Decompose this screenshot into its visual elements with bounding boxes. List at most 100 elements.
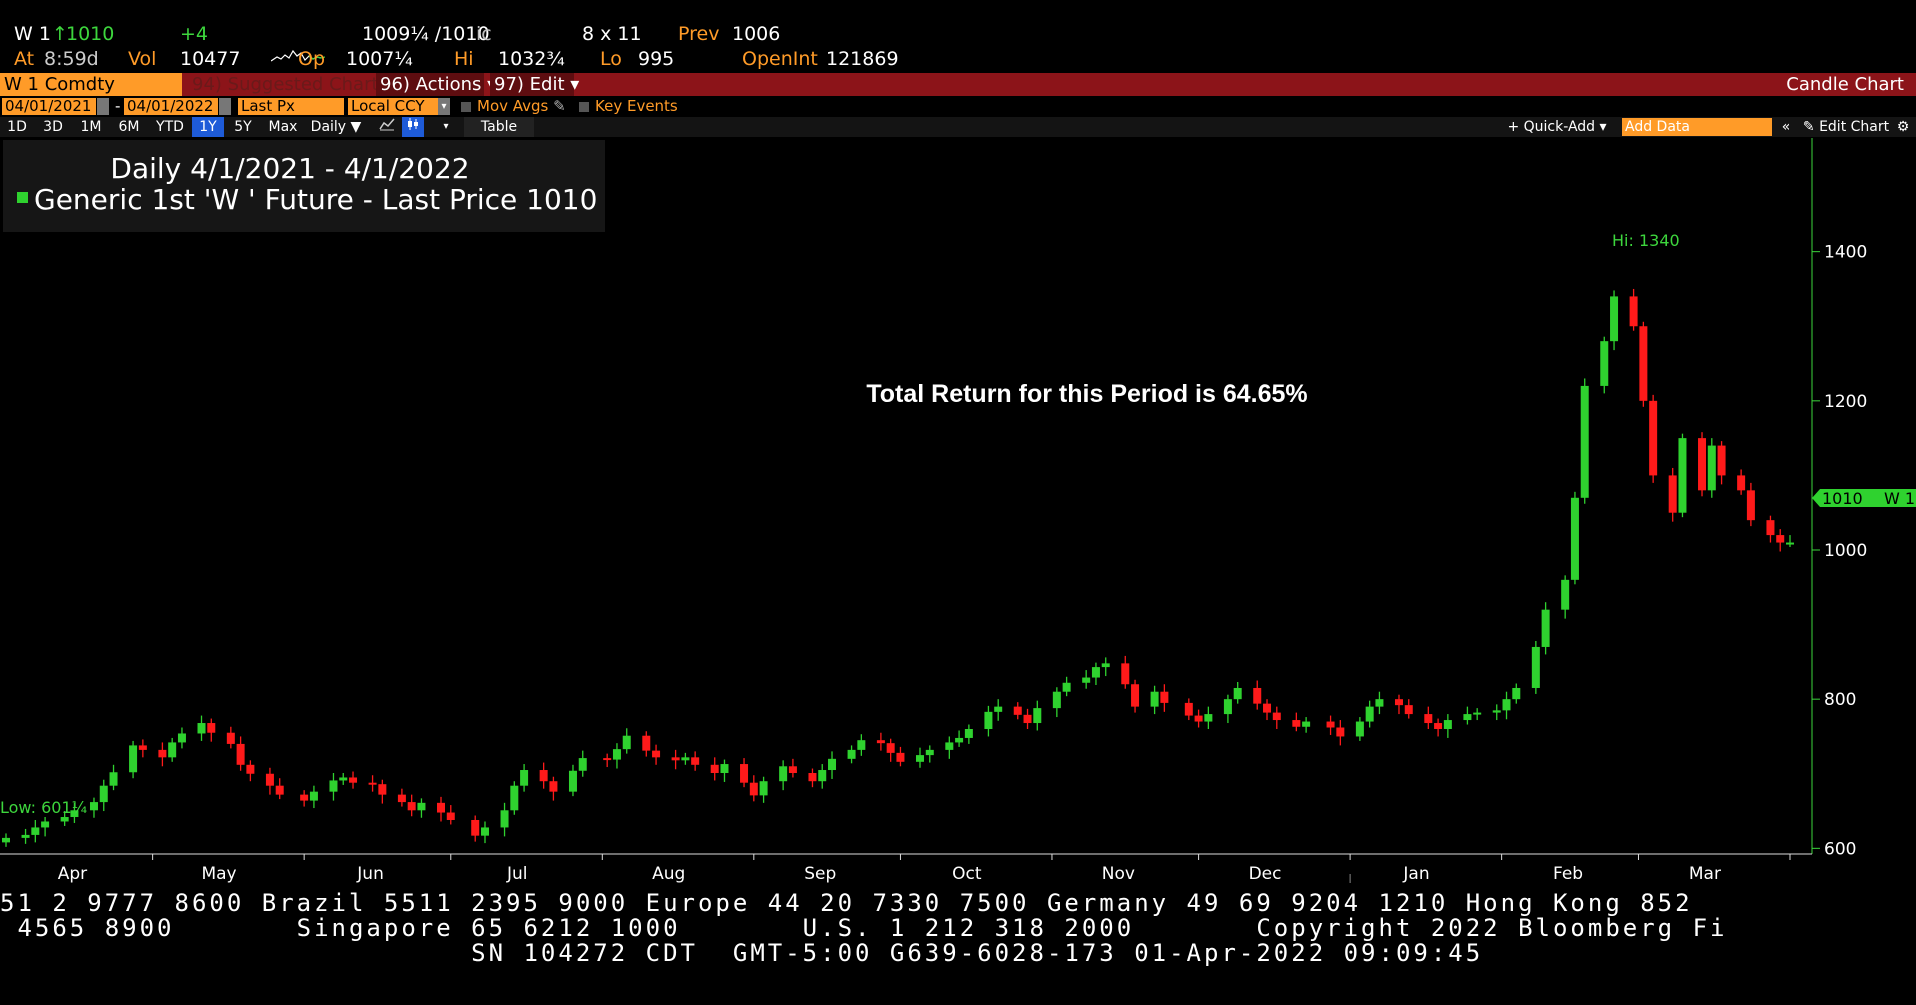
candle-body xyxy=(828,758,837,771)
candle-body xyxy=(710,764,719,774)
candle-body xyxy=(1512,687,1521,700)
frequency-select[interactable]: Daily ▼ xyxy=(310,119,362,135)
candle-body xyxy=(1394,699,1403,706)
candle-body xyxy=(749,782,758,796)
key-events-toggle[interactable]: Key Events xyxy=(576,98,678,115)
candle-body xyxy=(681,757,690,761)
period-1d[interactable]: 1D xyxy=(7,119,27,135)
candle-body xyxy=(1531,646,1540,688)
low-label: Lo xyxy=(600,48,622,70)
mov-avgs-toggle[interactable]: Mov Avgs ✎ xyxy=(458,98,566,115)
candle-body xyxy=(1082,677,1091,683)
candle-body xyxy=(1292,720,1301,727)
candle-body xyxy=(1717,445,1726,476)
candle-body xyxy=(1253,687,1262,704)
candle-body xyxy=(246,764,255,774)
candle-body xyxy=(99,785,108,803)
start-calendar-icon[interactable] xyxy=(97,98,109,115)
suggested-charts-button[interactable]: 94) Suggested Charts xyxy=(192,74,388,95)
candle-body xyxy=(857,740,866,750)
candle-body xyxy=(955,737,964,743)
candle-body xyxy=(300,794,309,801)
chart-legend: Daily 4/1/2021 - 4/1/2022 Generic 1st 'W… xyxy=(3,140,605,232)
period-max[interactable]: Max xyxy=(268,119,298,135)
open-interest-value: 121869 xyxy=(826,48,899,70)
candle-body xyxy=(1121,663,1130,685)
candle-body xyxy=(275,785,284,795)
last-price-tag: 1010 W 1 xyxy=(1812,489,1916,508)
candle-body xyxy=(1131,684,1140,707)
edit-menu[interactable]: 97) Edit ▾ xyxy=(490,73,579,96)
candle-body xyxy=(612,749,621,760)
y-tick-label: 1200 xyxy=(1824,392,1867,412)
period-6m[interactable]: 6M xyxy=(118,119,140,135)
table-button[interactable]: Table xyxy=(464,117,534,137)
y-tick-label: 800 xyxy=(1824,690,1856,710)
candle-chart-icon[interactable] xyxy=(402,117,424,137)
candle-body xyxy=(158,749,167,758)
candle-body xyxy=(1160,691,1169,703)
actions-menu[interactable]: 96) Actions ▾ xyxy=(376,73,496,96)
title-bar: W 1 Comdty 94) Suggested Charts 96) Acti… xyxy=(0,73,1916,96)
period-ytd[interactable]: YTD xyxy=(156,119,184,135)
chart-style-dropdown-icon[interactable]: ▾ xyxy=(443,121,449,132)
period-1m[interactable]: 1M xyxy=(80,119,102,135)
candle-body xyxy=(1541,609,1550,647)
currency-select[interactable]: Local CCY xyxy=(348,98,438,115)
period-3d[interactable]: 3D xyxy=(43,119,63,135)
candle-body xyxy=(671,757,680,761)
collapse-icon[interactable]: « xyxy=(1781,119,1791,135)
period-1y[interactable]: 1Y xyxy=(192,117,224,137)
gear-icon[interactable]: ⚙ xyxy=(1896,119,1910,135)
candle-body xyxy=(471,819,480,836)
candle-body xyxy=(1580,385,1589,498)
up-arrow-icon: ↑ xyxy=(52,23,68,45)
candle-body xyxy=(1502,699,1511,711)
ticker-label: W 1 xyxy=(14,23,51,45)
candle-body xyxy=(1302,721,1311,727)
add-data-input[interactable]: Add Data xyxy=(1622,118,1772,136)
vol-value: 10477 xyxy=(180,48,241,70)
quick-add-button[interactable]: + Quick-Add ▾ xyxy=(1507,119,1607,135)
field-select[interactable]: Last Px xyxy=(238,98,344,115)
candle-body xyxy=(1150,691,1159,707)
candles-layer xyxy=(2,288,1794,847)
candle-body xyxy=(1737,475,1746,491)
key-events-checkbox[interactable] xyxy=(579,101,589,112)
currency-dropdown-icon[interactable]: ▾ xyxy=(438,98,450,115)
security-input[interactable]: W 1 Comdty xyxy=(0,73,182,96)
period-5y[interactable]: 5Y xyxy=(234,119,252,135)
candle-body xyxy=(417,802,426,811)
candle-chart[interactable]: 600 800 1000 1200 1400 Apr May Jun Jul Aug Sep Oct N… xyxy=(0,138,1916,883)
candle-body xyxy=(1023,714,1032,724)
candle-body xyxy=(1355,721,1364,737)
start-date-input[interactable]: 04/01/2021 xyxy=(2,98,96,115)
last-price-tag-value: 1010 xyxy=(1822,489,1863,508)
low-marker-label: Low: 601¼ xyxy=(0,798,87,817)
candle-body xyxy=(1707,445,1716,491)
end-date-input[interactable]: 04/01/2022 xyxy=(124,98,218,115)
pencil-icon[interactable]: ✎ xyxy=(553,97,566,115)
x-month-label: Mar xyxy=(1689,864,1721,883)
candle-body xyxy=(1570,497,1579,580)
candle-body xyxy=(1492,710,1501,713)
candle-body xyxy=(446,812,455,820)
y-tick-label: 1400 xyxy=(1824,243,1867,263)
candle-body xyxy=(138,745,147,750)
candle-body xyxy=(1639,326,1648,401)
candle-body xyxy=(925,749,934,756)
candle-body xyxy=(1204,714,1213,722)
candle-body xyxy=(652,750,661,758)
candle-body xyxy=(1194,715,1203,722)
mov-avgs-checkbox[interactable] xyxy=(461,101,471,112)
line-chart-icon[interactable] xyxy=(376,117,398,137)
date-separator: - xyxy=(115,97,121,115)
end-calendar-icon[interactable] xyxy=(219,98,231,115)
bid-ask-size: 8 x 11 xyxy=(582,23,642,45)
edit-chart-button[interactable]: ✎ Edit Chart xyxy=(1802,119,1890,135)
candle-body xyxy=(568,770,577,792)
candle-body xyxy=(1473,712,1482,715)
candle-body xyxy=(603,758,612,761)
x-month-label: Oct xyxy=(952,864,982,883)
footer-line-1: 51 2 9777 8600 Brazil 5511 2395 9000 Eur… xyxy=(0,889,1693,917)
